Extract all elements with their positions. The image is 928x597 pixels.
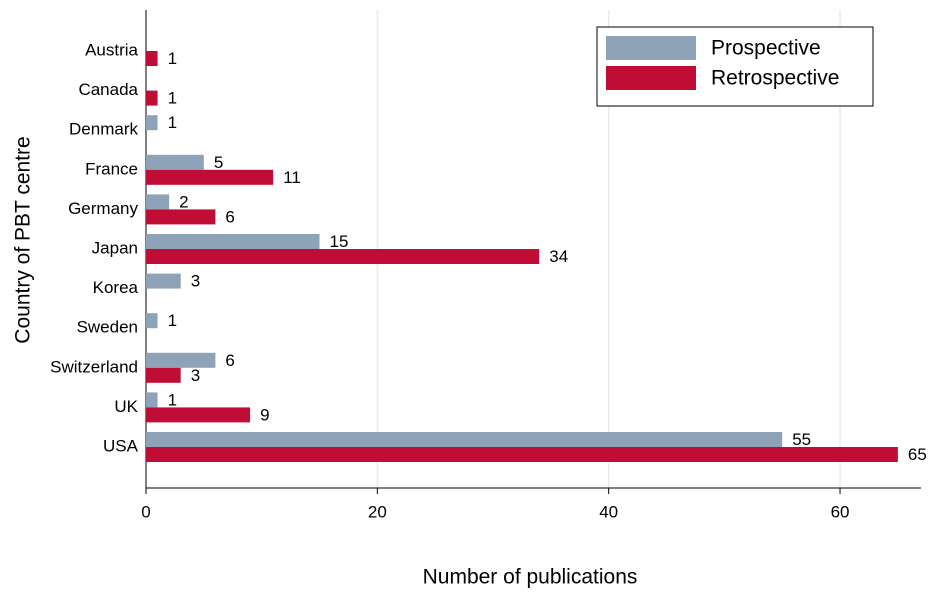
- value-label: 5: [214, 153, 223, 172]
- value-label: 9: [260, 405, 269, 424]
- value-label: 3: [191, 272, 200, 291]
- value-label: 1: [168, 113, 177, 132]
- value-label: 6: [225, 207, 234, 226]
- y-tick-label: Austria: [85, 40, 138, 59]
- value-label: 1: [168, 390, 177, 409]
- bar: [146, 209, 216, 225]
- bar: [146, 313, 158, 329]
- bar: [146, 392, 158, 408]
- legend-label: Retrospective: [711, 67, 839, 90]
- x-tick-label: 40: [599, 502, 618, 521]
- x-tick-label: 60: [831, 502, 850, 521]
- y-tick-label: Japan: [92, 238, 138, 257]
- y-tick-label: Switzerland: [50, 357, 138, 376]
- bar: [146, 115, 158, 131]
- bar: [146, 367, 181, 383]
- bar: [146, 169, 274, 185]
- y-tick-label: France: [85, 159, 138, 178]
- bar: [146, 432, 783, 447]
- bar: [146, 234, 320, 249]
- y-axis-title: Country of PBT centre: [12, 136, 35, 343]
- value-label: 6: [225, 351, 234, 370]
- legend-swatch: [606, 66, 696, 90]
- legend-label: Prospective: [711, 37, 821, 60]
- y-tick-label: Germany: [68, 199, 138, 218]
- value-label: 2: [179, 192, 188, 211]
- value-label: 1: [168, 49, 177, 68]
- y-tick-label: Sweden: [77, 318, 138, 337]
- x-tick-label: 0: [141, 502, 150, 521]
- value-label: 1: [168, 89, 177, 108]
- value-label: 11: [283, 168, 301, 187]
- value-label: 15: [330, 232, 349, 251]
- value-label: 55: [792, 430, 811, 449]
- bar: [146, 407, 251, 423]
- y-tick-label: USA: [103, 436, 139, 455]
- y-tick-label: Korea: [93, 278, 139, 297]
- bar: [146, 194, 170, 210]
- bar: [146, 154, 204, 170]
- y-tick-label: UK: [114, 397, 138, 416]
- value-label: 34: [549, 247, 568, 266]
- value-label: 65: [908, 445, 927, 464]
- legend-swatch: [606, 36, 696, 60]
- bar: [146, 51, 158, 66]
- bar: [146, 90, 158, 106]
- bar: [146, 273, 181, 289]
- x-tick-label: 20: [368, 502, 387, 521]
- x-axis-title: Number of publications: [423, 566, 638, 589]
- bar: [146, 352, 216, 368]
- bar: [146, 249, 540, 264]
- value-label: 1: [168, 311, 177, 330]
- value-label: 3: [191, 366, 200, 385]
- y-tick-label: Denmark: [69, 120, 138, 139]
- y-tick-label: Canada: [78, 80, 138, 99]
- bar: [146, 447, 898, 462]
